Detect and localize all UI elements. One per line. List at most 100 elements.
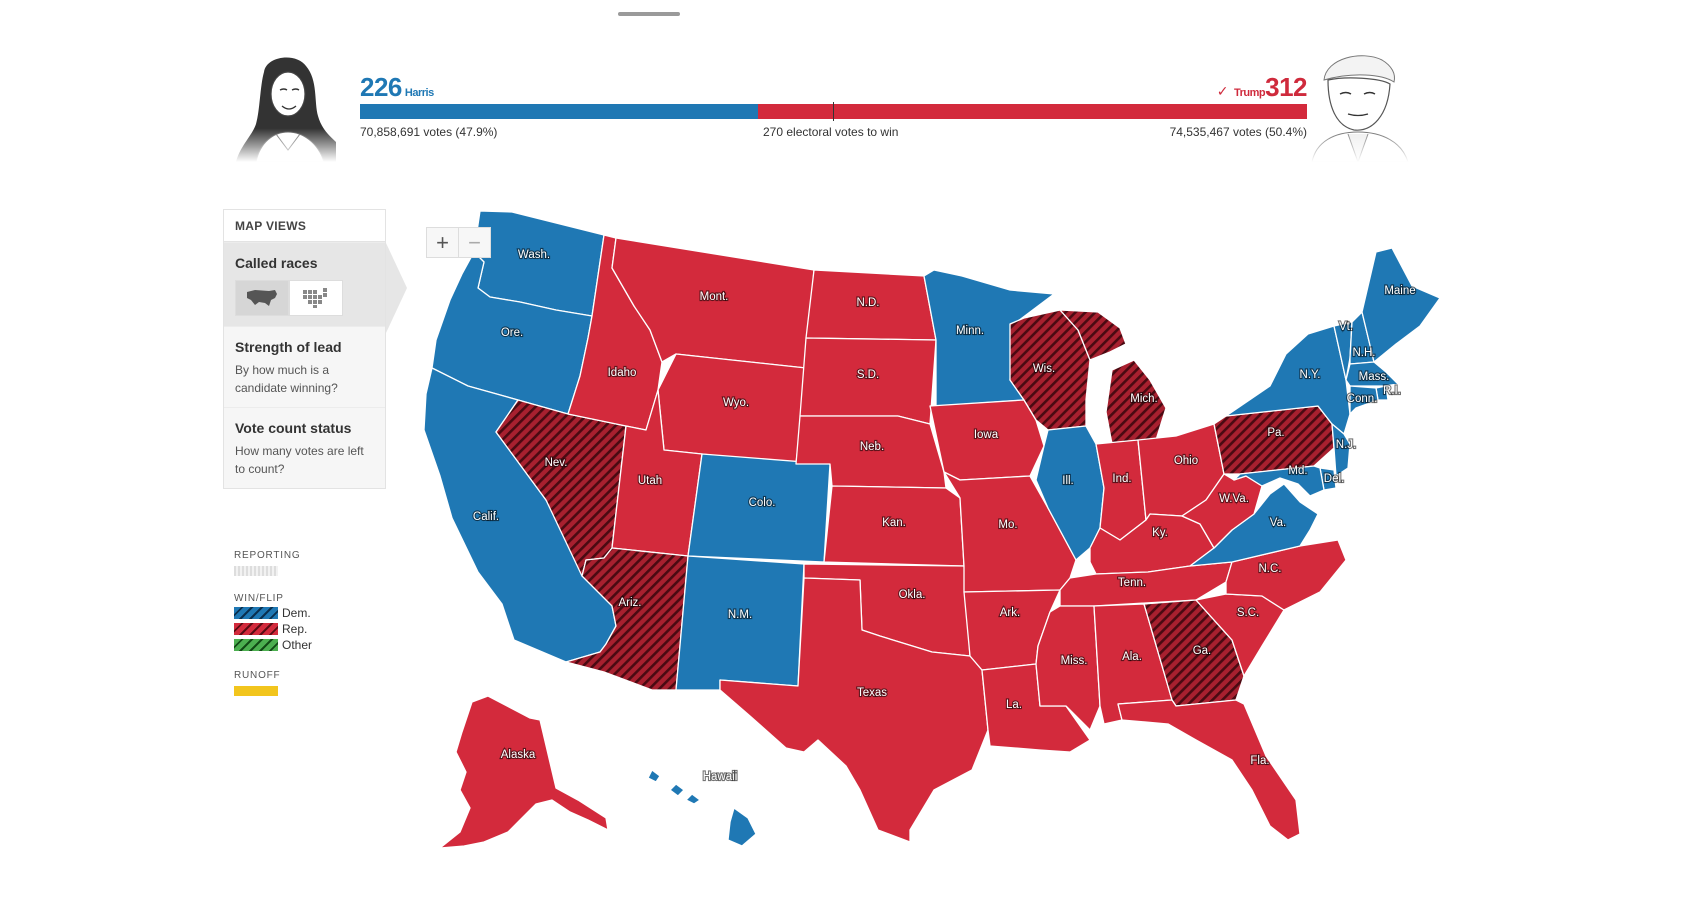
legend-reporting-heading: REPORTING xyxy=(234,550,301,561)
state-label-wis: Wis. xyxy=(1033,363,1055,375)
state-conn[interactable] xyxy=(1349,385,1379,415)
state-n-j[interactable] xyxy=(1331,423,1351,477)
state-texas[interactable] xyxy=(719,577,989,843)
state-wis[interactable] xyxy=(1009,309,1091,431)
trump-portrait xyxy=(1302,50,1420,162)
state-label-calif: Calif. xyxy=(473,511,499,523)
state-label-colo: Colo. xyxy=(749,497,776,509)
threshold-label: 270 electoral votes to win xyxy=(763,125,899,139)
state-label-n-h: N.H. xyxy=(1353,347,1376,359)
state-label-utah: Utah xyxy=(638,475,662,487)
state-label-neb: Neb. xyxy=(860,441,884,453)
state-label-miss: Miss. xyxy=(1061,655,1088,667)
state-label-ind: Ind. xyxy=(1112,473,1131,485)
map-views-heading: MAP VIEWS xyxy=(224,210,385,242)
view-called-races[interactable]: Called races xyxy=(224,242,407,333)
state-label-idaho: Idaho xyxy=(608,367,637,379)
view-description: By how much is a candidate winning? xyxy=(235,363,338,395)
state-label-ark: Ark. xyxy=(1000,607,1020,619)
drag-handle[interactable] xyxy=(618,12,680,16)
state-label-fla: Fla. xyxy=(1250,755,1269,767)
state-label-wash: Wash. xyxy=(518,249,550,261)
state-label-md: Md. xyxy=(1288,465,1307,477)
harris-popular-vote: 70,858,691 votes (47.9%) xyxy=(360,125,498,139)
legend-other: Other xyxy=(234,638,312,652)
state-label-alaska: Alaska xyxy=(501,749,536,761)
view-strength-of-lead[interactable]: Strength of lead By how much is a candid… xyxy=(224,326,385,407)
legend-rep: Rep. xyxy=(234,622,307,636)
state-hawaii[interactable] xyxy=(647,769,757,847)
zoom-out-button[interactable]: − xyxy=(458,228,490,257)
trump-popular-vote: 74,535,467 votes (50.4%) xyxy=(1169,125,1307,139)
view-vote-count-status[interactable]: Vote count status How many votes are lef… xyxy=(224,407,385,488)
state-label-mich: Mich. xyxy=(1130,393,1157,405)
state-wyo[interactable] xyxy=(657,353,807,465)
state-n-m[interactable] xyxy=(675,555,805,691)
state-label-la: La. xyxy=(1006,699,1022,711)
legend-winflip-heading: WIN/FLIP xyxy=(234,593,284,604)
state-ariz[interactable] xyxy=(565,547,689,691)
legend-dem: Dem. xyxy=(234,606,311,620)
state-label-hawaii: Hawaii xyxy=(703,771,738,783)
map-views-panel: MAP VIEWS Called races Strength of lead … xyxy=(223,209,407,489)
state-s-d[interactable] xyxy=(799,337,937,425)
us-map-toggle[interactable] xyxy=(235,280,289,316)
state-label-n-d: N.D. xyxy=(857,297,880,309)
state-label-ga: Ga. xyxy=(1193,645,1212,657)
view-title: Vote count status xyxy=(235,420,352,436)
state-mich[interactable] xyxy=(1059,309,1167,445)
state-label-r-i: R.I. xyxy=(1383,385,1401,397)
view-title: Strength of lead xyxy=(235,339,342,355)
state-label-conn: Conn. xyxy=(1347,393,1378,405)
harris-portrait xyxy=(226,50,344,162)
state-maine[interactable] xyxy=(1361,247,1441,363)
state-label-wyo: Wyo. xyxy=(723,397,749,409)
state-label-ky: Ky. xyxy=(1152,527,1168,539)
state-label-ill: Ill. xyxy=(1062,475,1074,487)
view-title: Called races xyxy=(235,255,318,271)
state-label-nev: Nev. xyxy=(545,457,568,469)
state-alaska[interactable] xyxy=(439,695,609,849)
state-label-n-y: N.Y. xyxy=(1300,369,1321,381)
state-label-n-j: N.J. xyxy=(1336,439,1356,451)
harris-name: Harris xyxy=(404,87,434,99)
trump-ev: ✓ Trump312 xyxy=(1216,72,1308,102)
state-label-kan: Kan. xyxy=(882,517,906,529)
legend-reporting-swatch xyxy=(234,566,282,576)
state-label-tenn: Tenn. xyxy=(1118,577,1146,589)
state-fla[interactable] xyxy=(1117,699,1301,841)
state-label-texas: Texas xyxy=(857,687,887,699)
state-label-okla: Okla. xyxy=(899,589,926,601)
state-label-ore: Ore. xyxy=(501,327,523,339)
threshold-marker xyxy=(833,102,834,121)
us-map-icon xyxy=(247,290,277,306)
legend-runoff xyxy=(234,686,282,696)
state-md[interactable] xyxy=(1233,465,1325,497)
state-label-n-m: N.M. xyxy=(728,609,752,621)
state-label-s-d: S.D. xyxy=(857,369,879,381)
state-label-iowa: Iowa xyxy=(974,429,999,441)
state-label-ohio: Ohio xyxy=(1174,455,1198,467)
state-label-maine: Maine xyxy=(1384,285,1415,297)
state-label-pa: Pa. xyxy=(1267,427,1284,439)
zoom-controls: + − xyxy=(426,227,491,258)
zoom-in-button[interactable]: + xyxy=(427,228,458,257)
state-pa[interactable] xyxy=(1213,405,1335,475)
state-label-w-va: W.Va. xyxy=(1219,493,1249,505)
state-label-mass: Mass. xyxy=(1359,371,1390,383)
state-label-del: Del. xyxy=(1324,473,1344,485)
state-label-va: Va. xyxy=(1270,517,1286,529)
state-label-s-c: S.C. xyxy=(1237,607,1259,619)
view-description: How many votes are left to count? xyxy=(235,444,364,476)
trump-name: Trump xyxy=(1233,87,1266,99)
harris-bar-fill xyxy=(360,104,758,119)
cartogram-toggle[interactable] xyxy=(289,280,343,316)
cartogram-icon xyxy=(303,288,327,308)
legend-runoff-heading: RUNOFF xyxy=(234,670,281,681)
state-label-n-c: N.C. xyxy=(1259,563,1282,575)
state-label-vt: Vt. xyxy=(1339,321,1353,333)
state-label-minn: Minn. xyxy=(956,325,984,337)
state-label-mo: Mo. xyxy=(998,519,1017,531)
harris-ev: 226 Harris xyxy=(360,72,434,102)
